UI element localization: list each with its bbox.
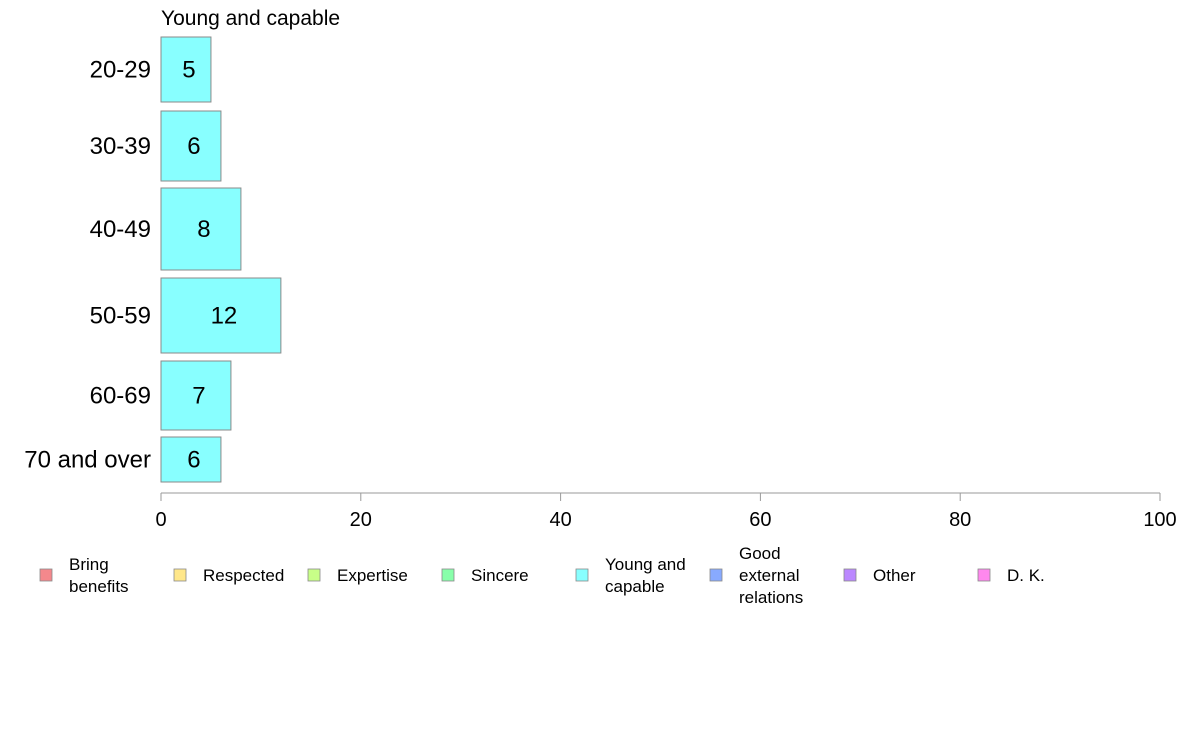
- legend-label: Good external relations: [739, 544, 803, 607]
- bars-group: 5 20-29 6 30-39 8 40-49 12 50-59 7 60-69 6 70 and o…: [24, 36, 282, 483]
- bar-20-29: [160, 36, 212, 103]
- category-label: 60-69: [90, 383, 151, 410]
- legend-label: Expertise: [337, 566, 408, 585]
- legend-swatch: [307, 568, 321, 582]
- category-label: 30-39: [90, 133, 151, 160]
- chart-title: Young and capable: [161, 7, 340, 30]
- legend-swatch: [977, 568, 991, 582]
- category-label: 20-29: [90, 57, 151, 84]
- bar-value-label: 8: [197, 216, 210, 243]
- x-axis: 0 20 40 60 80 100: [155, 492, 1177, 531]
- legend-label: Other: [873, 566, 916, 585]
- bar-60-69: [160, 360, 232, 431]
- category-label: 50-59: [90, 303, 151, 330]
- x-tick-label: 40: [549, 509, 571, 531]
- x-tick-label: 80: [949, 509, 971, 531]
- legend: Bring benefits Respected Expertise Sincere Yo…: [39, 544, 1045, 607]
- legend-swatch: [843, 568, 857, 582]
- bar-40-49: [160, 187, 242, 271]
- bar-value-label: 7: [192, 383, 205, 410]
- bar-value-label: 12: [211, 303, 238, 330]
- legend-swatch: [575, 568, 589, 582]
- x-tick-label: 0: [155, 509, 166, 531]
- bar-value-label: 5: [182, 57, 195, 84]
- legend-label: Respected: [203, 566, 284, 585]
- bar-value-label: 6: [187, 133, 200, 160]
- x-tick-label: 20: [350, 509, 372, 531]
- legend-swatch: [441, 568, 455, 582]
- bar-70-and-over: [160, 436, 222, 483]
- category-label: 40-49: [90, 216, 151, 243]
- x-tick-label: 60: [749, 509, 771, 531]
- bar-50-59: [160, 277, 282, 354]
- legend-label: Sincere: [471, 566, 529, 585]
- legend-label: Bring benefits: [69, 555, 129, 596]
- legend-label: D. K.: [1007, 566, 1045, 585]
- bar-30-39: [160, 110, 222, 182]
- legend-swatch: [173, 568, 187, 582]
- x-tick-label: 100: [1143, 509, 1176, 531]
- legend-swatch: [709, 568, 723, 582]
- legend-swatch: [39, 568, 53, 582]
- bar-value-label: 6: [187, 447, 200, 474]
- category-label: 70 and over: [24, 447, 151, 474]
- legend-label: Young and capable: [605, 555, 686, 596]
